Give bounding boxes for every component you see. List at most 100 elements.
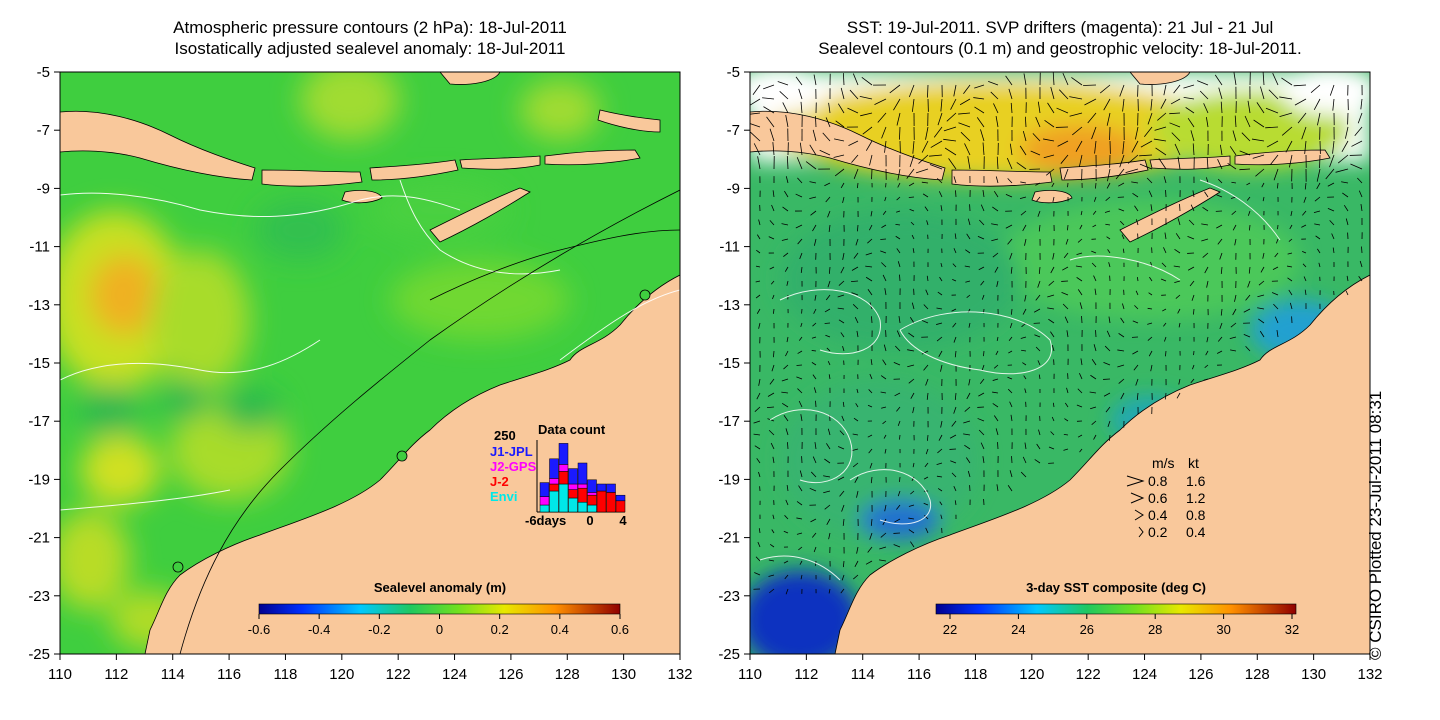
velocity-arrow [992, 391, 999, 394]
velocity-legend: m/s kt 0.8 1.60.6 1.20.4 0.80.2 0.4 [1126, 455, 1206, 540]
velocity-arrow [1091, 250, 1097, 254]
velocity-arrow [1045, 168, 1055, 176]
velocity-arrow [842, 252, 845, 260]
left-y-tick-label: -17 [28, 413, 50, 430]
velocity-arrow [1229, 336, 1237, 340]
velocity-arrow [812, 322, 817, 327]
velocity-arrow [1079, 224, 1083, 230]
sealevel-contours [759, 179, 1281, 581]
velocity-arrow [1035, 346, 1041, 352]
velocity-arrow [879, 546, 887, 550]
velocity-arrow [1157, 112, 1167, 121]
velocity-arrow [951, 420, 957, 427]
velocity-arrow [978, 392, 985, 397]
velocity-arrow [1135, 290, 1139, 296]
velocity-arrow [1007, 388, 1013, 394]
velocity-arrow [980, 204, 985, 212]
velocity-arrow [953, 406, 957, 414]
velocity-arrow [1091, 126, 1097, 140]
velocity-arrow [799, 560, 803, 565]
velocity-arrow [769, 378, 775, 385]
velocity-arrow [1103, 392, 1111, 397]
velocity-arrow [1050, 431, 1055, 436]
velocity-arrow [910, 392, 915, 399]
velocity-arrow [1216, 350, 1223, 354]
velocity-arrow [867, 238, 873, 244]
velocity-arrow [1286, 265, 1293, 268]
data-count-bar-segment [568, 489, 578, 499]
velocity-arrow [1037, 101, 1041, 114]
velocity-arrow [1301, 224, 1307, 228]
velocity-arrow [1022, 362, 1027, 366]
velocity-arrow [852, 448, 859, 451]
velocity-arrow [812, 224, 817, 232]
velocity-arrow [783, 560, 789, 564]
velocity-arrow [1163, 247, 1167, 254]
velocity-arrow [1092, 224, 1097, 228]
velocity-arrow [981, 294, 985, 300]
velocity-arrow [784, 574, 789, 580]
velocity-arrow [757, 541, 761, 548]
velocity-arrow [1009, 252, 1013, 260]
velocity-arrow [824, 182, 831, 187]
velocity-arrow [1043, 154, 1055, 159]
velocity-arrow [812, 456, 817, 464]
velocity-arrow [1230, 349, 1237, 352]
velocity-arrow [893, 98, 901, 111]
velocity-arrow [1005, 194, 1013, 198]
velocity-arrow [786, 156, 789, 170]
velocity-arrow [1314, 196, 1321, 202]
velocity-arrow [1285, 140, 1293, 153]
data-count-bar-segment [539, 496, 550, 506]
data-count-xlabel-mid: 0 [586, 513, 593, 528]
left-x-tick-label: 116 [217, 666, 241, 683]
velocity-arrow [963, 84, 971, 94]
right-panel-title: SST: 19-Jul-2011. SVP drifters (magenta)… [750, 17, 1370, 59]
velocity-arrow [1048, 446, 1055, 450]
left-pressure-contours [179, 189, 680, 654]
velocity-arrow [1009, 401, 1013, 408]
velocity-arrow [868, 389, 873, 394]
velocity-arrow [994, 266, 999, 273]
lesser-sunda-islands [951, 149, 1331, 187]
right-colorbar: 3-day SST composite (deg C) 22 24 26 28 30 32 [935, 580, 1299, 637]
velocity-arrow [840, 266, 845, 274]
velocity-arrow [940, 262, 943, 268]
velocity-arrow [785, 350, 789, 357]
velocity-arrow [811, 336, 817, 339]
velocity-arrow [1062, 303, 1069, 310]
velocity-arrow [1332, 140, 1335, 154]
velocity-arrow [924, 206, 929, 212]
velocity-arrow [837, 476, 845, 481]
velocity-arrow [982, 190, 985, 198]
velocity-arrow [805, 161, 817, 170]
velocity-arrow [1117, 349, 1125, 352]
velocity-arrow [1132, 320, 1139, 324]
velocity-arrow [1329, 84, 1335, 96]
velocity-arrow [1037, 360, 1041, 366]
velocity-arrow [1205, 350, 1209, 356]
velocity-arrow [1313, 98, 1321, 110]
java-island [60, 110, 256, 181]
velocity-arrow [1190, 204, 1195, 212]
velocity-arrow [855, 238, 859, 246]
velocity-arrow [1062, 72, 1069, 86]
velocity-arrow [1134, 305, 1139, 310]
velocity-arrow [1048, 318, 1055, 324]
velocity-arrow [940, 420, 943, 428]
velocity-arrow [1146, 177, 1153, 184]
velocity-arrow [1036, 196, 1041, 202]
velocity-arrow [1205, 116, 1209, 128]
velocity-arrow [881, 224, 887, 228]
right-title-line1: SST: 19-Jul-2011. SVP drifters (magenta)… [846, 18, 1274, 37]
velocity-arrow [1249, 224, 1251, 231]
velocity-arrow [958, 122, 971, 128]
velocity-arrow [824, 308, 831, 313]
velocity-arrow [1065, 238, 1069, 245]
velocity-arrow [823, 475, 831, 478]
velocity-arrow [768, 574, 775, 577]
left-colorbar-tick-label: 0.4 [551, 622, 569, 637]
velocity-arrow [800, 101, 803, 114]
velocity-arrow [1121, 234, 1125, 240]
velocity-arrow [1183, 84, 1195, 89]
